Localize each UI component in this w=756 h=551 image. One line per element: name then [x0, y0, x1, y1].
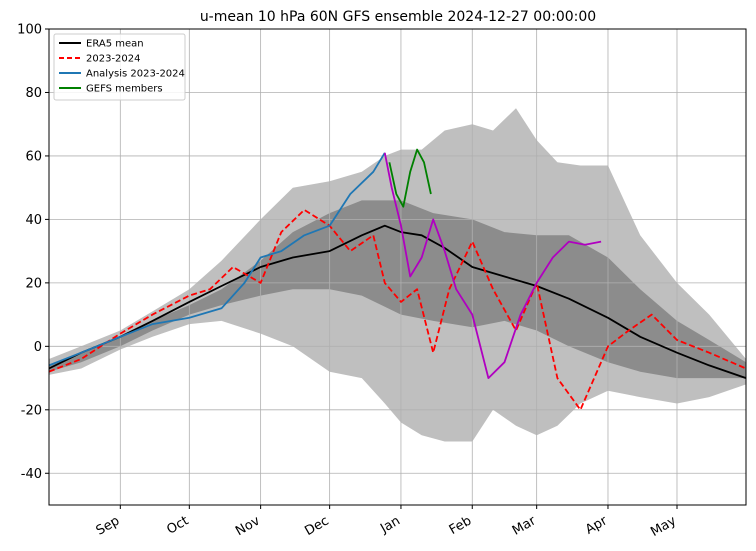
x-tick-label: Oct: [164, 513, 191, 537]
x-tick-label: Dec: [302, 513, 331, 539]
2023-2024-line: [49, 208, 746, 411]
x-tick-label: Feb: [447, 513, 474, 538]
chart-title: u-mean 10 hPa 60N GFS ensemble 2024-12-2…: [200, 9, 596, 25]
y-tick-label: 100: [17, 23, 42, 38]
legend-label-gefs-members: GEFS members: [86, 84, 163, 95]
y-tick-label: 80: [25, 86, 42, 101]
x-tick-label: Sep: [94, 513, 123, 538]
x-tick-label: Nov: [233, 513, 263, 539]
era5-mean-line: [49, 224, 746, 379]
y-tick-label: 40: [25, 213, 42, 228]
y-tick-label: 60: [25, 149, 42, 164]
legend-box: [53, 33, 186, 101]
legend-label-2023-2024: 2023-2024: [86, 54, 141, 65]
y-tick-label: -40: [21, 467, 42, 482]
legend: ERA5 mean 2023-2024 Analysis 2023-2024 GEFS…: [53, 33, 186, 101]
x-tick-label: May: [648, 513, 679, 540]
x-tick-label: Mar: [510, 513, 539, 539]
x-tick-label: Apr: [583, 513, 611, 538]
gefs-members-line: [388, 148, 432, 208]
plot-frame: [48, 28, 747, 506]
legend-label-era5-mean: ERA5 mean: [86, 39, 144, 50]
y-tick-label: 0: [34, 340, 42, 355]
y-tick-label: 20: [25, 276, 42, 291]
legend-label-analysis-2023-2024: Analysis 2023-2024: [86, 69, 185, 80]
inner-spread-band: [49, 200, 746, 379]
unlabeled-series-3-line: [383, 152, 602, 380]
y-tick-label: -20: [21, 403, 42, 418]
analysis-2023-2024-line: [49, 152, 386, 367]
x-tick-label: Jan: [377, 513, 403, 537]
